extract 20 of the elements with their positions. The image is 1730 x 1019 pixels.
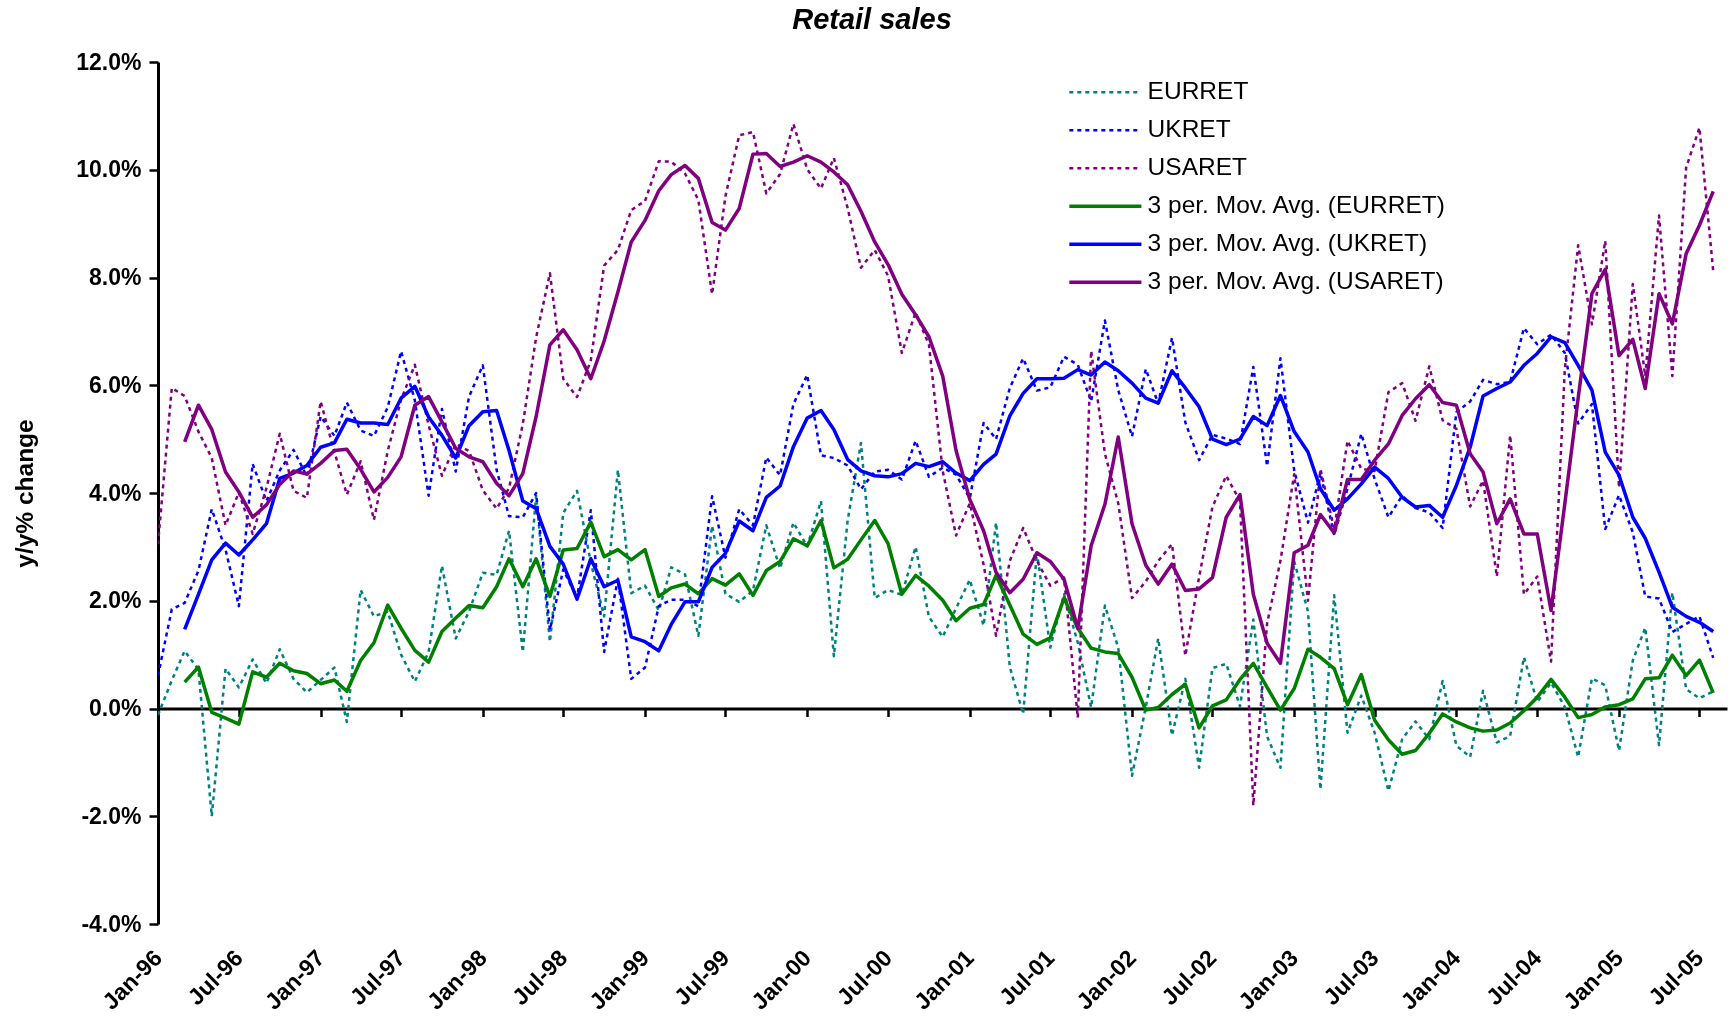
line-series <box>182 518 1715 757</box>
y-tick-label: 0.0% <box>89 695 142 721</box>
legend-label: 3 per. Mov. Avg. (EURRET) <box>1147 191 1445 219</box>
y-tick-label: 8.0% <box>89 264 142 290</box>
y-tick-label: -4.0% <box>81 910 142 937</box>
line-series <box>158 122 1715 807</box>
y-tick-label: 2.0% <box>89 587 142 614</box>
legend-label: UKRET <box>1147 115 1231 143</box>
y-tick-label: 4.0% <box>89 479 142 506</box>
y-tick-label: -2.0% <box>81 802 142 829</box>
legend-label: USARET <box>1147 153 1248 181</box>
legend-label: 3 per. Mov. Avg. (UKRET) <box>1147 229 1428 257</box>
y-tick-label: 12.0% <box>76 48 142 75</box>
legend-label: 3 per. Mov. Avg. (USARET) <box>1147 267 1444 295</box>
y-tick-label: 6.0% <box>89 371 142 398</box>
legend-label: EURRET <box>1147 77 1249 105</box>
y-axis-title: y/y% change <box>11 419 39 568</box>
line-series <box>158 441 1715 818</box>
y-tick-label: 10.0% <box>76 156 142 183</box>
chart-title: Retail sales <box>792 3 952 35</box>
